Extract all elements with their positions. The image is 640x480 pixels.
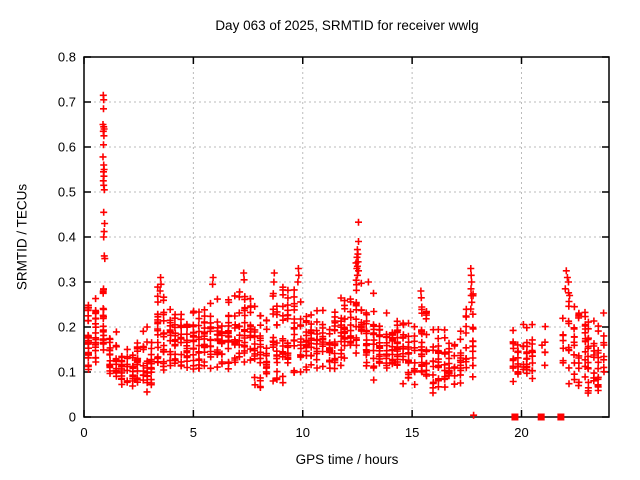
y-tick-label: 0.1 (58, 365, 76, 380)
y-tick-label: 0.4 (58, 230, 76, 245)
y-tick-label: 0.2 (58, 320, 76, 335)
data-points (84, 91, 608, 419)
tick-marks (83, 56, 609, 418)
chart-title: Day 063 of 2025, SRMTID for receiver wwl… (215, 18, 479, 33)
x-tick-label: 0 (80, 425, 87, 440)
x-tick-label: 20 (514, 425, 528, 440)
x-tick-label: 5 (190, 425, 197, 440)
y-tick-label: 0.3 (58, 275, 76, 290)
y-tick-label: 0.5 (58, 185, 76, 200)
zero-axis-squares (511, 413, 565, 421)
y-tick-label: 0.7 (58, 95, 76, 110)
y-tick-label: 0 (69, 410, 76, 425)
x-axis-label: GPS time / hours (295, 452, 399, 467)
y-tick-label: 0.8 (58, 50, 76, 65)
x-tick-label: 15 (405, 425, 419, 440)
y-tick-label: 0.6 (58, 140, 76, 155)
x-tick-label: 10 (296, 425, 310, 440)
